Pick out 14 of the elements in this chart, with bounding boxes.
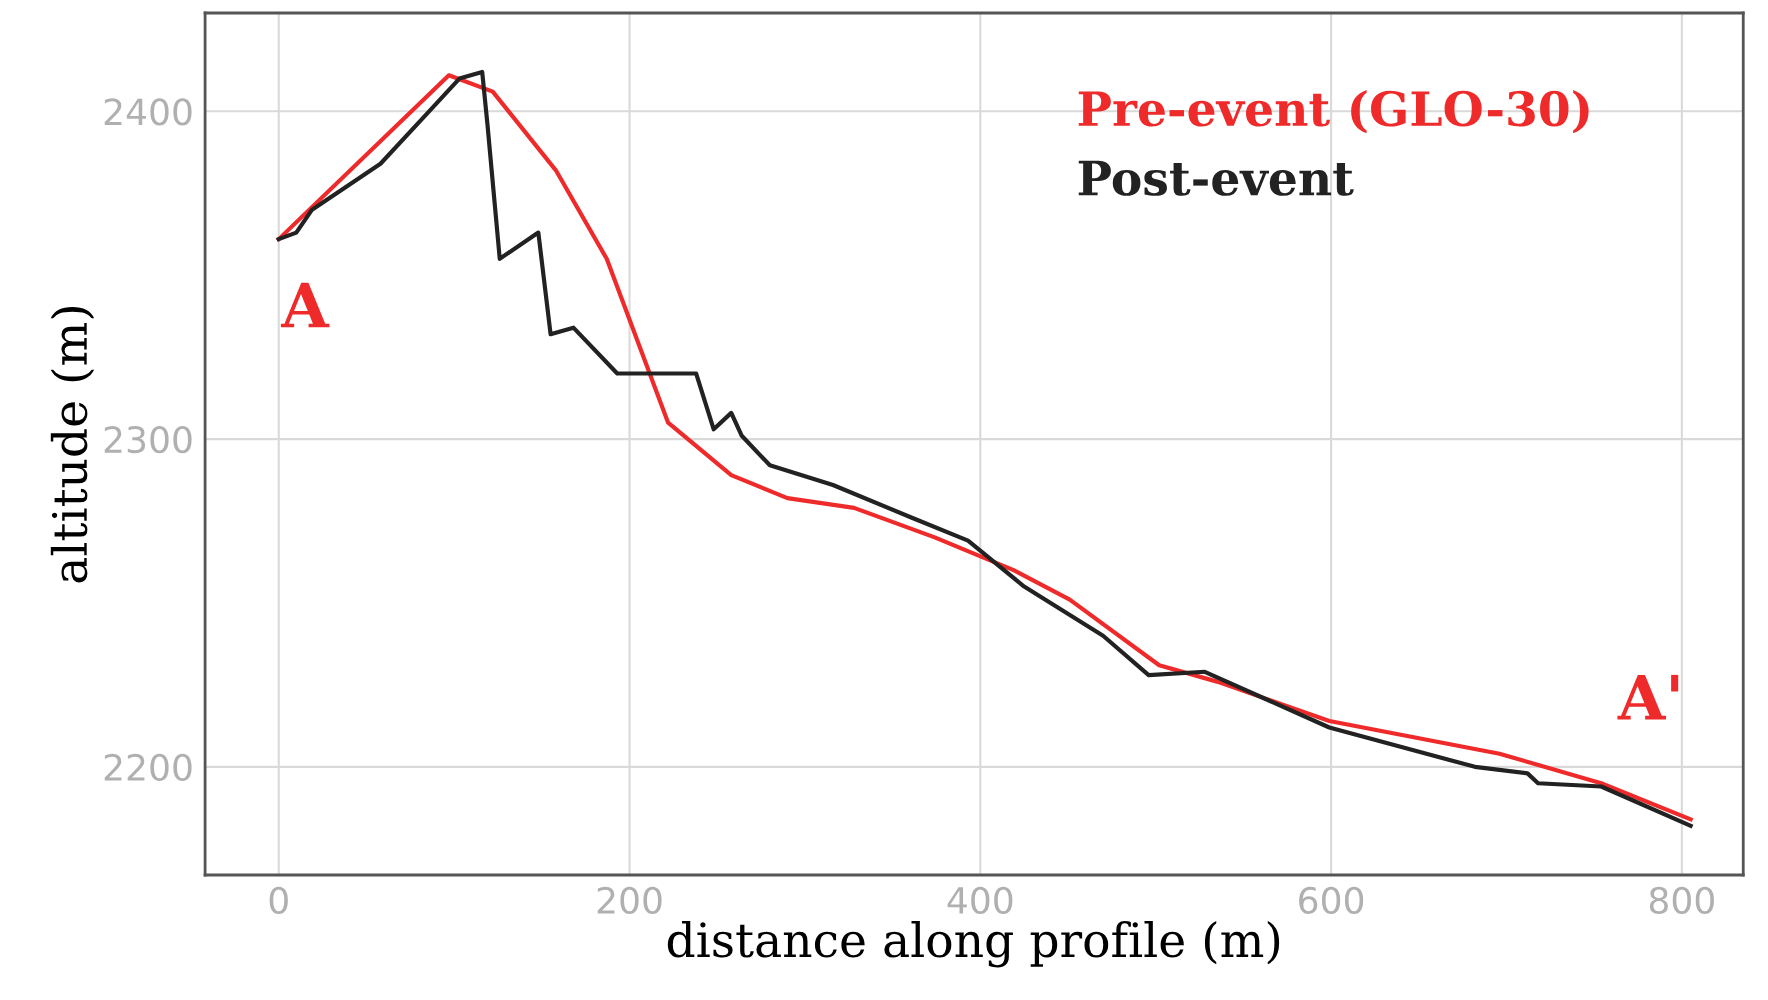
y-axis-title: altitude (m) [50,306,95,583]
y-tick-label: 2300 [104,426,192,454]
x-tick-label: 200 [597,886,662,915]
x-tick-label: 400 [947,886,1013,915]
y-tick-label: 2200 [104,753,192,782]
text: Pre-event (GLO-30) [1078,89,1589,134]
text: Post-event [1078,160,1354,196]
annotation: A' [1617,674,1679,720]
x-tick-label: 800 [1649,886,1714,915]
x-tick-label: 0 [269,886,288,915]
x-axis-title: distance along profile (m) [667,921,1280,968]
annotation: A [280,282,330,328]
y-tick-label: 2400 [104,98,192,126]
x-tick-label: 600 [1299,886,1364,915]
